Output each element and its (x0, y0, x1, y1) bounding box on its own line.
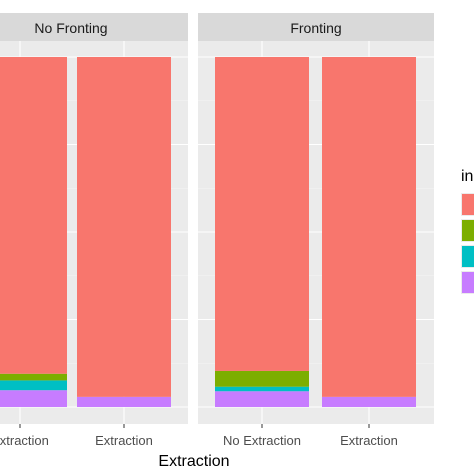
facet-strip (198, 13, 434, 41)
bar-segment (215, 386, 309, 392)
legend-key (462, 272, 474, 293)
bar-segment (0, 373, 67, 381)
bar-segment (215, 370, 309, 387)
bar-segment (215, 57, 309, 371)
bar-segment (0, 390, 67, 407)
x-tick-label: No Extraction (223, 433, 301, 448)
bar-group (215, 57, 416, 407)
bar-segment (0, 57, 67, 374)
facet-strip (0, 13, 188, 41)
facet-fronting: Fronting No Extraction Extraction (198, 13, 434, 448)
facet-no-fronting: No Fronting Extraction Extraction (0, 13, 188, 448)
bar-segment (215, 391, 309, 407)
x-tick-label: Extraction (0, 433, 49, 448)
x-tick-label: Extraction (95, 433, 153, 448)
x-ticks: No Extraction Extraction (223, 424, 398, 448)
bar-segment (322, 57, 416, 397)
facet-strip-label: No Fronting (34, 20, 107, 36)
legend-key (462, 194, 474, 215)
legend-keys (461, 193, 474, 294)
legend: in (461, 168, 474, 294)
facet-strip-label: Fronting (290, 20, 341, 36)
bar-segment (77, 396, 171, 407)
x-tick-label: Extraction (340, 433, 398, 448)
bar-segment (322, 396, 416, 407)
legend-title: in (461, 168, 473, 185)
bar-segment (0, 380, 67, 391)
x-ticks: Extraction Extraction (0, 424, 153, 448)
x-axis-title: Extraction (158, 453, 229, 470)
bar-group (0, 57, 171, 407)
bar-segment (77, 57, 171, 397)
legend-key (462, 220, 474, 241)
legend-key (462, 246, 474, 267)
